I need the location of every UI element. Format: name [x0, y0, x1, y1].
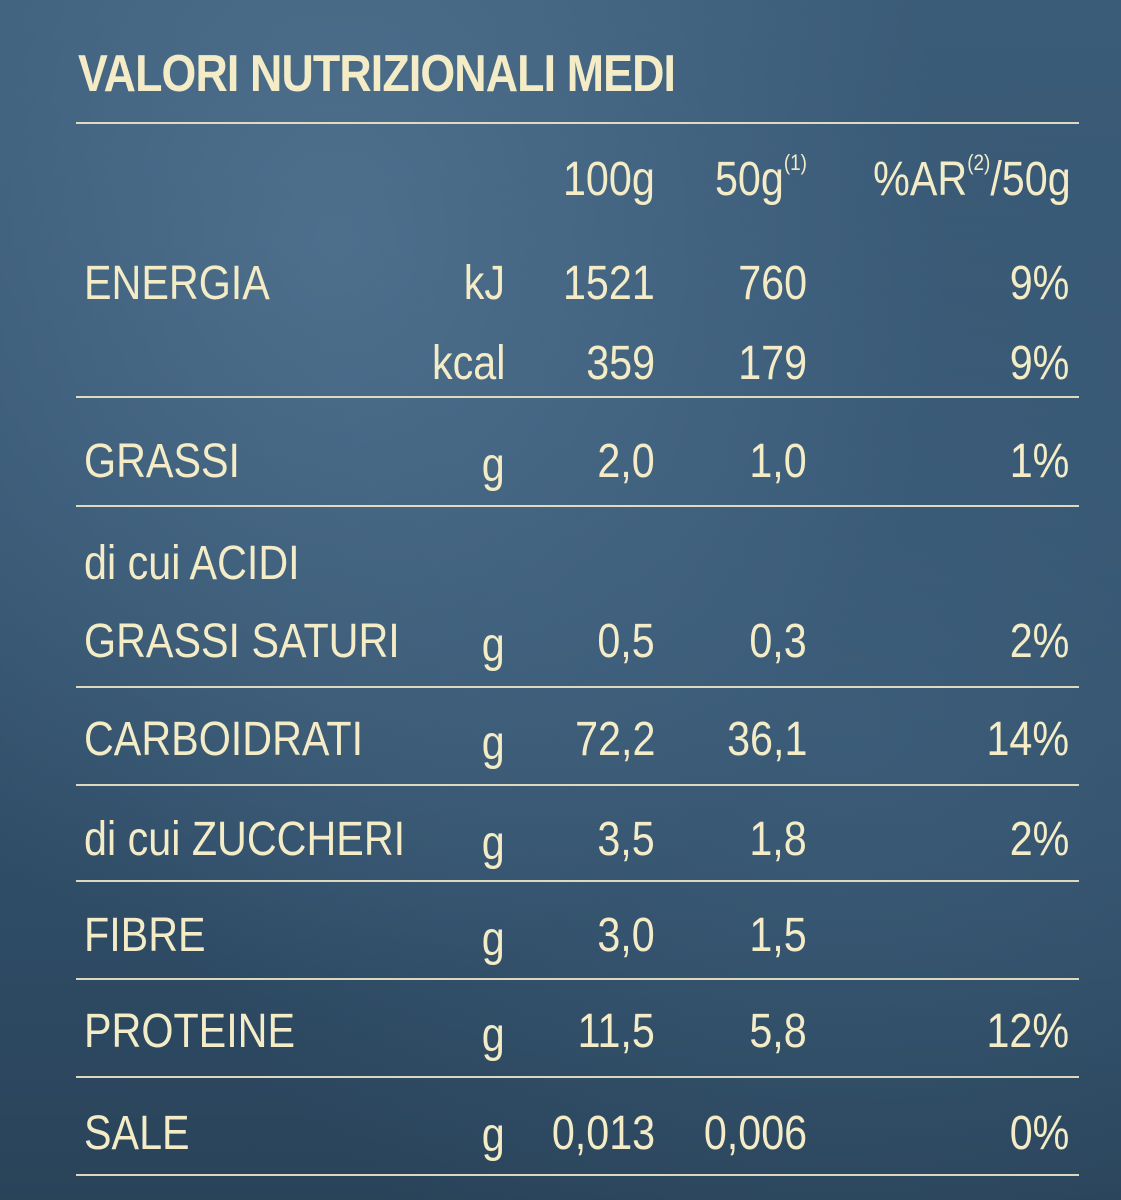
- row-grassi-unit: g: [482, 439, 505, 492]
- row-saturi-100g: 0,5: [597, 615, 655, 668]
- divider-line: [76, 978, 1079, 980]
- row-saturi-name-line1: di cui ACIDI: [84, 537, 300, 590]
- row-proteine-name: PROTEINE: [84, 1005, 296, 1058]
- divider-line: [76, 396, 1079, 398]
- row-carboidrati-ar: 14%: [986, 713, 1069, 766]
- row-grassi-name: GRASSI: [84, 435, 240, 488]
- divider-line: [76, 1076, 1079, 1078]
- divider-line: [76, 1174, 1079, 1176]
- divider-line: [76, 880, 1079, 882]
- row-sale-unit: g: [482, 1109, 505, 1162]
- row-energia-kcal-50g: 179: [738, 337, 807, 390]
- row-sale-ar: 0%: [1009, 1107, 1069, 1160]
- divider-line: [76, 122, 1079, 124]
- divider-line: [76, 686, 1079, 688]
- divider-line: [76, 505, 1079, 507]
- row-sale-50g: 0,006: [703, 1107, 807, 1160]
- row-grassi-ar: 1%: [1009, 435, 1069, 488]
- row-energia-kj-50g: 760: [738, 257, 807, 310]
- row-carboidrati-name: CARBOIDRATI: [84, 713, 364, 766]
- header-ar-suffix: /50g: [990, 153, 1071, 206]
- row-energia-kj-100g: 1521: [563, 257, 655, 310]
- header-ar-label: %AR: [873, 153, 968, 206]
- header-50g-footnote: (1): [783, 150, 807, 175]
- row-proteine-50g: 5,8: [749, 1005, 807, 1058]
- header-50g-label: 50g: [714, 153, 784, 206]
- row-proteine-100g: 11,5: [577, 1005, 655, 1058]
- row-sale-name: SALE: [84, 1107, 190, 1160]
- row-zuccheri-50g: 1,8: [749, 813, 807, 866]
- row-fibre-50g: 1,5: [749, 909, 807, 962]
- row-energia-kcal-unit: kcal: [431, 337, 505, 390]
- header-100g: 100g: [563, 153, 655, 206]
- row-fibre-name: FIBRE: [84, 909, 206, 962]
- row-zuccheri-name: di cui ZUCCHERI: [84, 813, 406, 866]
- row-energia-kcal-100g: 359: [586, 337, 655, 390]
- row-carboidrati-100g: 72,2: [574, 713, 655, 766]
- divider-line: [76, 784, 1079, 786]
- row-zuccheri-100g: 3,5: [597, 813, 655, 866]
- row-saturi-name: GRASSI SATURI: [84, 615, 400, 668]
- row-energia-kj-unit: kJ: [463, 257, 505, 310]
- row-sale-100g: 0,013: [551, 1107, 655, 1160]
- row-proteine-unit: g: [482, 1009, 505, 1062]
- row-carboidrati-unit: g: [482, 717, 505, 770]
- row-proteine-ar: 12%: [986, 1005, 1069, 1058]
- header-50g: 50g(1): [714, 152, 807, 206]
- row-zuccheri-ar: 2%: [1009, 813, 1069, 866]
- row-fibre-unit: g: [482, 913, 505, 966]
- header-ar-footnote: (2): [967, 150, 991, 175]
- row-saturi-50g: 0,3: [749, 615, 807, 668]
- row-saturi-unit: g: [482, 619, 505, 672]
- label-title: VALORI NUTRIZIONALI MEDI: [78, 45, 676, 103]
- row-carboidrati-50g: 36,1: [726, 713, 807, 766]
- row-grassi-100g: 2,0: [597, 435, 655, 488]
- header-ar: %AR(2)/50g: [873, 152, 1071, 206]
- row-energia-kcal-ar: 9%: [1009, 337, 1069, 390]
- row-saturi-ar: 2%: [1009, 615, 1069, 668]
- row-energia-kj-ar: 9%: [1009, 257, 1069, 310]
- row-fibre-100g: 3,0: [597, 909, 655, 962]
- row-zuccheri-unit: g: [482, 817, 505, 870]
- row-energia-name: ENERGIA: [84, 257, 270, 310]
- row-grassi-50g: 1,0: [749, 435, 807, 488]
